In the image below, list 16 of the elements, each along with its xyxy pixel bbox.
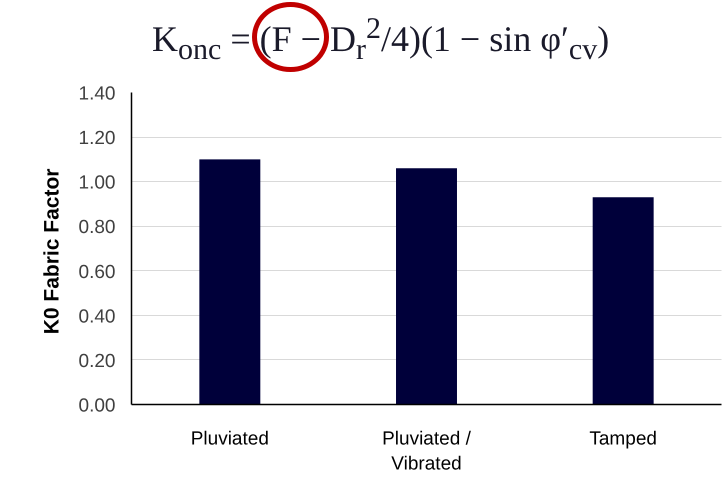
x-tick-label: Pluviated — [190, 428, 269, 450]
x-tick-label: Tamped — [589, 428, 657, 450]
y-tick-label: 0.20 — [78, 350, 116, 372]
bar — [199, 159, 260, 404]
y-tick-label: 1.00 — [78, 172, 116, 194]
y-axis-title: K0 Fabric Factor — [40, 168, 64, 334]
y-tick-label: 0.00 — [78, 396, 116, 416]
y-tick-label: 1.20 — [78, 128, 116, 150]
y-tick-label: 1.40 — [78, 84, 116, 104]
bar — [396, 168, 457, 404]
y-tick-label: 0.40 — [78, 306, 116, 328]
y-tick-label: 0.80 — [78, 217, 116, 238]
x-tick-label: Pluviated / Vibrated — [382, 428, 472, 475]
y-tick-label: 0.60 — [78, 262, 116, 283]
bar — [592, 197, 654, 404]
text: K$_{onc}$ = (F − D$_{r}$$^{2}$/4)(1 − sin φ′$_{cv}$) — [152, 12, 610, 66]
